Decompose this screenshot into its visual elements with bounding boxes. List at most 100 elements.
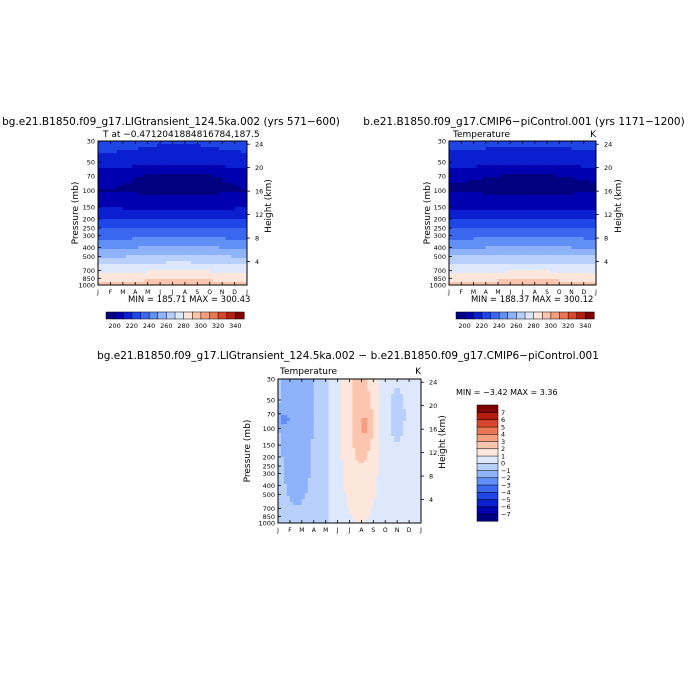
field-cell bbox=[132, 216, 136, 220]
field-cell bbox=[547, 144, 551, 148]
field-cell bbox=[531, 282, 536, 285]
field-cell bbox=[589, 210, 594, 214]
field-cell bbox=[589, 216, 594, 220]
field-cell bbox=[237, 168, 242, 172]
field-cell bbox=[522, 216, 526, 220]
field-cell bbox=[209, 270, 214, 274]
field-cell bbox=[577, 177, 582, 181]
field-cell bbox=[206, 237, 211, 241]
field-cell bbox=[574, 174, 579, 178]
field-cell bbox=[467, 258, 471, 262]
field-cell bbox=[494, 234, 499, 238]
field-cell bbox=[135, 225, 139, 229]
field-cell bbox=[586, 240, 591, 244]
field-cell bbox=[135, 198, 139, 202]
field-cell bbox=[553, 204, 557, 208]
field-cell bbox=[141, 168, 145, 172]
field-cell bbox=[101, 141, 105, 145]
field-cell bbox=[169, 243, 173, 247]
colorbar-swatch bbox=[481, 311, 492, 320]
field-cell bbox=[501, 222, 505, 226]
field-cell bbox=[184, 171, 189, 175]
field-cell bbox=[516, 264, 520, 268]
field-cell bbox=[147, 144, 152, 148]
field-cell bbox=[150, 201, 155, 205]
field-cell bbox=[467, 153, 471, 157]
field-cell bbox=[219, 249, 223, 253]
field-cell bbox=[212, 153, 217, 157]
field-cell bbox=[553, 264, 557, 268]
field-cell bbox=[522, 150, 526, 154]
field-cell bbox=[219, 234, 223, 238]
field-cell bbox=[163, 168, 167, 172]
field-cell bbox=[559, 168, 563, 172]
field-cell bbox=[525, 168, 530, 172]
field-cell bbox=[125, 147, 130, 151]
field-cell bbox=[243, 168, 247, 172]
field-cell bbox=[479, 249, 484, 253]
field-cell bbox=[215, 153, 220, 157]
field-cell bbox=[169, 261, 173, 265]
pressure-tick-label: 250 bbox=[83, 225, 95, 233]
field-cell bbox=[449, 252, 453, 256]
field-cell bbox=[138, 252, 142, 256]
field-cell bbox=[172, 222, 176, 226]
field-cell bbox=[534, 207, 539, 211]
field-cell bbox=[482, 195, 487, 199]
field-cell bbox=[504, 264, 508, 268]
field-cell bbox=[98, 258, 102, 262]
field-cell bbox=[580, 279, 585, 283]
field-cell bbox=[113, 222, 118, 226]
field-cell bbox=[522, 192, 526, 196]
field-cell bbox=[507, 177, 511, 181]
field-cell bbox=[547, 168, 551, 172]
field-cell bbox=[482, 183, 487, 187]
field-cell bbox=[553, 192, 557, 196]
field-cell bbox=[203, 228, 208, 232]
field-cell bbox=[101, 201, 105, 205]
field-cell bbox=[222, 189, 226, 193]
field-cell bbox=[589, 213, 594, 217]
field-cell bbox=[577, 198, 582, 202]
field-cell bbox=[110, 171, 114, 175]
field-cell bbox=[231, 279, 235, 283]
field-cell bbox=[556, 261, 560, 265]
field-cell bbox=[188, 216, 192, 220]
field-cell bbox=[491, 222, 496, 226]
field-cell bbox=[101, 147, 105, 151]
field-cell bbox=[522, 261, 526, 265]
field-cell bbox=[491, 264, 496, 268]
field-cell bbox=[172, 213, 176, 217]
colorbar-tick-label: 280 bbox=[177, 322, 189, 330]
field-cell bbox=[498, 240, 502, 244]
field-cell bbox=[504, 216, 508, 220]
field-cell bbox=[135, 177, 139, 181]
field-cell bbox=[522, 264, 526, 268]
field-cell bbox=[144, 147, 149, 151]
field-cell bbox=[219, 210, 223, 214]
field-cell bbox=[169, 195, 173, 199]
field-cell bbox=[519, 213, 523, 217]
field-cell bbox=[592, 204, 596, 208]
field-cell bbox=[104, 201, 108, 205]
field-cell bbox=[464, 189, 468, 193]
field-cell bbox=[553, 228, 557, 232]
field-cell bbox=[470, 255, 474, 259]
field-cell bbox=[556, 210, 560, 214]
field-cell bbox=[228, 252, 232, 256]
field-cell bbox=[116, 162, 121, 166]
field-cell bbox=[559, 246, 563, 250]
field-cell bbox=[147, 180, 152, 184]
field-cell bbox=[200, 159, 204, 163]
field-cell bbox=[580, 195, 585, 199]
field-cell bbox=[491, 252, 496, 256]
field-cell bbox=[522, 231, 526, 235]
field-cell bbox=[553, 159, 557, 163]
field-cell bbox=[206, 213, 211, 217]
field-cell bbox=[498, 249, 502, 253]
field-cell bbox=[568, 243, 572, 247]
field-cell bbox=[464, 141, 468, 145]
field-cell bbox=[473, 177, 477, 181]
field-cell bbox=[113, 210, 118, 214]
